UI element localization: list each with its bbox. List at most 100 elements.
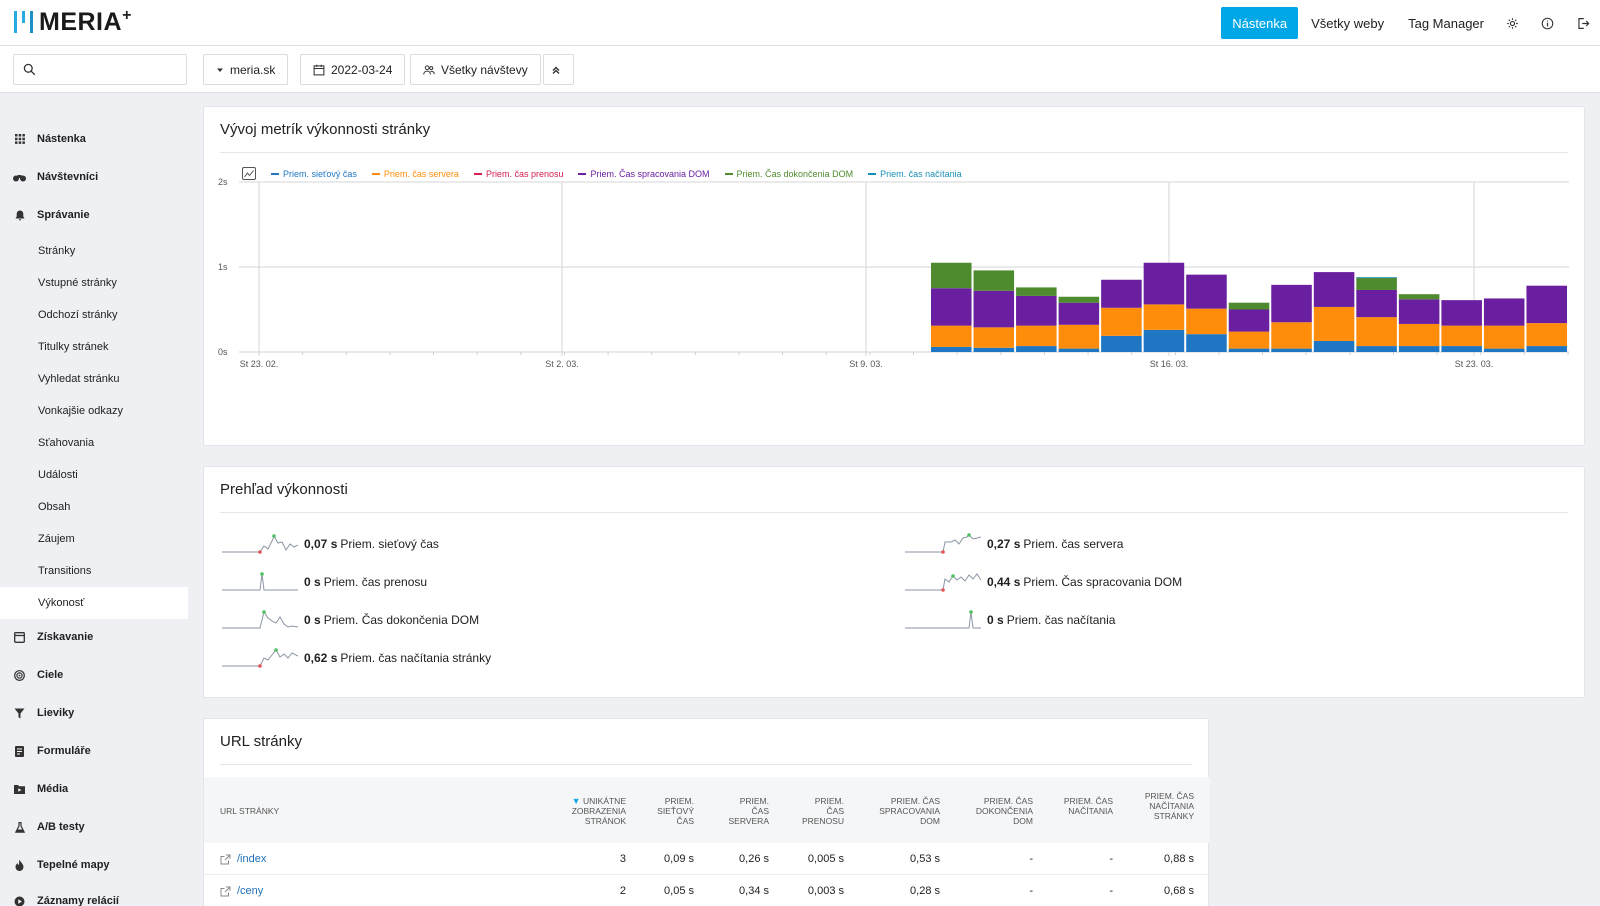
column-header-onload-time[interactable]: PRIEM. ČAS NAČÍTANIA xyxy=(1063,796,1113,816)
bar-segment xyxy=(1398,346,1440,352)
cell-dom-completion: - xyxy=(1029,885,1033,897)
overview-item-dom-processing[interactable]: 0,44 s Priem. Čas spracovania DOM xyxy=(905,571,1182,593)
column-header-dom-processing[interactable]: PRIEM. ČAS SPRACOVANIA DOM xyxy=(879,796,940,826)
sidebar-subitem-content[interactable]: Obsah xyxy=(38,501,71,513)
bar-segment xyxy=(1483,298,1525,326)
bar-segment xyxy=(1526,323,1567,347)
legend-item-network[interactable]: Priem. sieťový čas xyxy=(271,169,357,179)
sidebar-item-ab-tests[interactable]: A/B testy xyxy=(0,811,188,843)
table-row[interactable]: /ceny 2 0,05 s 0,34 s 0,003 s 0,28 s - -… xyxy=(204,875,1210,906)
overview-item-page-load[interactable]: 0,62 s Priem. čas načítania stránky xyxy=(222,647,491,669)
sidebar-subitem-site-search[interactable]: Vyhledat stránku xyxy=(38,373,120,385)
segment-selector-button[interactable]: Všetky návštevy xyxy=(410,54,541,85)
column-header-unique-pageviews[interactable]: ▼ UNIKÁTNE ZOBRAZENIA STRÁNOK xyxy=(571,796,626,826)
sidebar-item-acquisition[interactable]: Získavanie xyxy=(0,621,188,653)
bar-segment xyxy=(1398,323,1440,347)
search-input[interactable] xyxy=(13,54,187,85)
bar-segment xyxy=(1228,348,1270,352)
bar-segment xyxy=(1313,306,1355,341)
overview-item-network[interactable]: 0,07 s Priem. sieťový čas xyxy=(222,533,439,555)
cell-page-load-time: 0,68 s xyxy=(1164,885,1194,897)
sidebar-item-label: Lieviky xyxy=(37,707,75,719)
flame-icon xyxy=(0,859,37,871)
column-header-url[interactable]: URL STRÁNKY xyxy=(220,806,280,816)
cell-server-time: 0,34 s xyxy=(739,885,769,897)
bar-segment xyxy=(1356,317,1397,347)
sidebar-subitem-exit-pages[interactable]: Odchozí stránky xyxy=(38,309,118,321)
overview-item-dom-completion[interactable]: 0 s Priem. Čas dokončenia DOM xyxy=(222,609,479,631)
sidebar-subitem-page-titles[interactable]: Titulky stránek xyxy=(38,341,109,353)
sidebar-item-label: Získavanie xyxy=(37,631,94,643)
sidebar-item-label: A/B testy xyxy=(37,821,85,833)
filter-bar: meria.sk 2022-03-24 Všetky návštevy xyxy=(0,46,1600,93)
nav-dashboard-button[interactable]: Nástenka xyxy=(1221,7,1299,39)
segment-selector-label: Všetky návštevy xyxy=(441,62,528,77)
overview-item-transfer[interactable]: 0 s Priem. čas prenosu xyxy=(222,571,427,593)
column-header-network-time[interactable]: PRIEM. SIEŤOVÝ ČAS xyxy=(657,796,694,826)
sidebar-item-funnels[interactable]: Lieviky xyxy=(0,697,188,729)
sidebar-subitem-performance[interactable]: Výkonosť xyxy=(0,587,188,619)
date-selector-button[interactable]: 2022-03-24 xyxy=(300,54,406,85)
bar-segment xyxy=(1186,308,1227,335)
sidebar-subitem-entry-pages[interactable]: Vstupné stránky xyxy=(38,277,117,289)
overview-item-onload[interactable]: 0 s Priem. čas načítania xyxy=(905,609,1115,631)
site-selector-button[interactable]: meria.sk xyxy=(203,54,289,85)
meria-logo[interactable]: MERIA + xyxy=(14,7,131,36)
sidebar-subitem-pages[interactable]: Stránky xyxy=(38,245,76,257)
info-icon[interactable] xyxy=(1530,7,1565,39)
grid-icon xyxy=(0,134,37,144)
url-cell[interactable]: /index xyxy=(220,853,266,865)
sidebar-item-label: Média xyxy=(37,783,69,795)
bar-segment xyxy=(1143,262,1185,305)
column-header-transfer-time[interactable]: PRIEM. ČAS PRENOSU xyxy=(801,796,844,826)
overview-item-server[interactable]: 0,27 s Priem. čas servera xyxy=(905,533,1123,555)
external-link-icon[interactable] xyxy=(220,854,231,865)
sidebar-item-media[interactable]: Média xyxy=(0,773,188,805)
y-tick-label: 2s xyxy=(218,177,228,187)
sidebar-item-dashboard[interactable]: Nástenka xyxy=(0,123,188,155)
sidebar-subitem-downloads[interactable]: Sťahovania xyxy=(38,437,95,449)
x-tick-label: St 23. 02. xyxy=(240,359,279,369)
bar-segment xyxy=(973,347,1015,352)
form-icon xyxy=(0,745,37,757)
bar-segment xyxy=(973,270,1015,291)
sidebar-item-session-recordings[interactable]: Záznamy relácií xyxy=(0,885,188,906)
collapse-filters-button[interactable] xyxy=(543,54,574,85)
flask-icon xyxy=(0,821,37,833)
column-header-dom-completion[interactable]: PRIEM. ČAS DOKONČENIA DOM xyxy=(975,796,1033,826)
nav-all-sites-button[interactable]: Všetky weby xyxy=(1311,15,1385,31)
evolution-chart: 0s 1s 2s St 23. 02. St 2. 03. St 9. 03. St 16.… xyxy=(218,177,1569,369)
chart-type-icon[interactable] xyxy=(242,167,256,180)
settings-gear-icon[interactable] xyxy=(1495,7,1530,39)
bar-segment xyxy=(1016,325,1057,347)
url-cell[interactable]: /ceny xyxy=(220,885,263,897)
bar-segment xyxy=(1228,309,1270,332)
cell-transfer-time: 0,003 s xyxy=(807,885,844,897)
sidebar-item-visitors[interactable]: Návštevníci xyxy=(0,161,188,193)
legend-item-transfer[interactable]: Priem. čas prenosu xyxy=(473,169,563,179)
sidebar-item-forms[interactable]: Formuláře xyxy=(0,735,188,767)
bar-segment xyxy=(1441,300,1482,326)
sidebar-item-heatmaps[interactable]: Tepelné mapy xyxy=(0,849,188,881)
column-header-server-time[interactable]: PRIEM. ČAS SERVERA xyxy=(728,796,769,826)
caret-down-icon xyxy=(217,68,223,72)
sidebar-subitem-transitions[interactable]: Transitions xyxy=(38,565,92,577)
sidebar-subitem-events[interactable]: Události xyxy=(38,469,78,481)
external-link-icon[interactable] xyxy=(220,886,231,897)
sidebar-item-label: Tepelné mapy xyxy=(37,859,110,871)
legend-item-onload[interactable]: Priem. čas načítania xyxy=(868,169,962,179)
sidebar-item-goals[interactable]: Ciele xyxy=(0,659,188,691)
legend-item-server[interactable]: Priem. čas servera xyxy=(371,169,459,179)
sidebar-item-behaviour[interactable]: Správanie xyxy=(0,199,188,231)
bar-segment xyxy=(973,290,1015,328)
sidebar-subitem-engagement[interactable]: Záujem xyxy=(38,533,75,545)
logout-icon[interactable] xyxy=(1565,7,1600,39)
legend-item-dom-processing[interactable]: Priem. Čas spracovania DOM xyxy=(578,169,710,179)
bar-segment xyxy=(1356,346,1397,352)
nav-tag-manager-button[interactable]: Tag Manager xyxy=(1408,15,1484,31)
column-header-page-load-time[interactable]: PRIEM. ČAS NAČÍTANIA STRÁNKY xyxy=(1144,791,1194,821)
legend-item-dom-completion[interactable]: Priem. Čas dokončenia DOM xyxy=(724,169,853,179)
sidebar-subitem-outlinks[interactable]: Vonkajšie odkazy xyxy=(38,405,123,417)
table-row[interactable]: /index 3 0,09 s 0,26 s 0,005 s 0,53 s - … xyxy=(204,843,1210,875)
date-selector-label: 2022-03-24 xyxy=(331,62,393,77)
